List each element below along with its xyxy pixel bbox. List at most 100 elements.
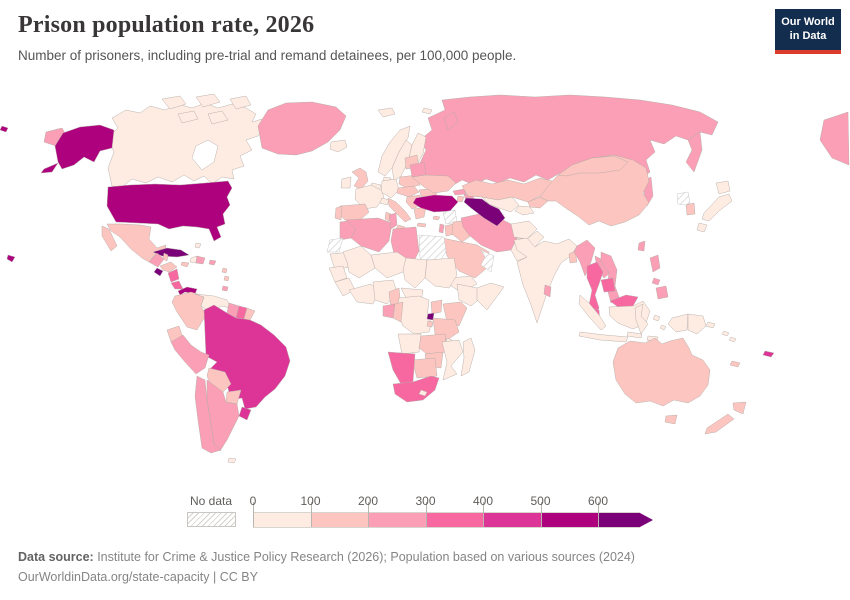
- country-canada-arctic-5[interactable]: [207, 110, 229, 125]
- country-falklands[interactable]: [227, 457, 237, 464]
- country-iceland[interactable]: [329, 139, 348, 153]
- country-russia-kamchatka[interactable]: [685, 131, 703, 173]
- country-japan-hokkaido[interactable]: [715, 180, 731, 195]
- country-svalbard-2[interactable]: [421, 107, 433, 115]
- country-australia-tasmania[interactable]: [664, 414, 678, 425]
- country-canada-arctic-4[interactable]: [177, 110, 199, 124]
- country-mongolia[interactable]: [557, 155, 629, 177]
- legend-bin-400-500[interactable]: [483, 512, 541, 528]
- country-usa[interactable]: [106, 180, 233, 242]
- no-data-swatch[interactable]: [187, 512, 236, 527]
- country-indonesia-moluccas-2[interactable]: [659, 324, 667, 331]
- country-lesser-antilles-2[interactable]: [223, 275, 230, 282]
- country-north-korea[interactable]: [676, 191, 691, 206]
- country-botswana[interactable]: [411, 357, 438, 379]
- country-sri-lanka[interactable]: [543, 284, 552, 298]
- country-ireland[interactable]: [340, 176, 352, 189]
- country-south-korea[interactable]: [685, 202, 696, 216]
- country-ukraine[interactable]: [411, 174, 457, 194]
- country-puerto-rico[interactable]: [208, 259, 217, 266]
- country-namibia[interactable]: [387, 351, 416, 385]
- country-drc[interactable]: [396, 295, 433, 335]
- country-south-africa[interactable]: [392, 375, 440, 403]
- country-portugal[interactable]: [334, 205, 343, 221]
- country-western-sahara[interactable]: [326, 237, 344, 253]
- country-japan-kyushu[interactable]: [696, 222, 708, 233]
- country-usa-aleutian-dot[interactable]: [0, 125, 9, 133]
- country-russia-novaya-zemlya[interactable]: [443, 111, 459, 131]
- country-senegal[interactable]: [328, 265, 348, 283]
- owid-logo[interactable]: Our World in Data: [775, 9, 841, 54]
- legend-bin-500-600[interactable]: [540, 512, 598, 528]
- country-honduras[interactable]: [159, 261, 178, 273]
- country-indonesia-moluccas-1[interactable]: [652, 314, 661, 322]
- country-mozambique[interactable]: [441, 339, 464, 381]
- country-congo[interactable]: [392, 301, 404, 323]
- country-greenland[interactable]: [257, 101, 347, 156]
- country-india[interactable]: [513, 237, 578, 324]
- country-mali[interactable]: [342, 245, 376, 279]
- country-russia-east-wrap[interactable]: [819, 111, 850, 166]
- country-bahamas[interactable]: [194, 242, 202, 249]
- country-lesser-antilles-1[interactable]: [221, 267, 228, 274]
- country-thailand[interactable]: [586, 261, 604, 319]
- country-cuba[interactable]: [152, 247, 190, 258]
- country-indonesia-lesser-sunda-1[interactable]: [626, 331, 643, 339]
- country-malaysia-east[interactable]: [609, 294, 639, 308]
- country-usa-hawaii[interactable]: [6, 254, 16, 263]
- country-turkmenistan[interactable]: [463, 197, 506, 227]
- country-solomon-islands-2[interactable]: [728, 336, 737, 343]
- country-uk[interactable]: [351, 167, 369, 190]
- country-uzbekistan[interactable]: [481, 196, 520, 213]
- country-indonesia-sumatra[interactable]: [578, 294, 607, 331]
- country-nicaragua[interactable]: [167, 268, 180, 283]
- country-mexico-baja[interactable]: [101, 225, 118, 252]
- country-chile[interactable]: [194, 375, 222, 454]
- country-belize[interactable]: [162, 252, 169, 262]
- country-angola[interactable]: [397, 333, 422, 355]
- legend-bin-0-100[interactable]: [253, 512, 311, 528]
- country-russia[interactable]: [419, 94, 719, 187]
- country-madagascar[interactable]: [460, 337, 476, 377]
- citation-link[interactable]: OurWorldinData.org/state-capacity | CC B…: [18, 570, 258, 585]
- country-dominican-republic[interactable]: [195, 255, 206, 265]
- country-niger[interactable]: [370, 251, 407, 279]
- country-georgia[interactable]: [452, 188, 467, 196]
- country-greece-crete[interactable]: [416, 222, 427, 228]
- country-australia[interactable]: [612, 337, 711, 407]
- country-algeria[interactable]: [345, 217, 393, 253]
- country-tajikistan[interactable]: [514, 205, 535, 216]
- country-jamaica[interactable]: [180, 261, 190, 268]
- legend-bin-100-200[interactable]: [310, 512, 368, 528]
- country-taiwan[interactable]: [637, 240, 646, 252]
- country-philippines-visayas[interactable]: [651, 277, 661, 286]
- country-israel[interactable]: [438, 223, 445, 234]
- country-colombia[interactable]: [171, 291, 207, 331]
- country-italy[interactable]: [387, 197, 412, 223]
- country-peru[interactable]: [170, 334, 210, 375]
- country-somalia[interactable]: [476, 282, 505, 311]
- country-cyprus[interactable]: [432, 215, 441, 221]
- country-kyrgyzstan[interactable]: [527, 196, 549, 209]
- country-lesotho[interactable]: [418, 389, 428, 397]
- country-uganda[interactable]: [430, 299, 443, 315]
- country-switzerland[interactable]: [379, 197, 390, 206]
- country-papua-new-guinea[interactable]: [687, 313, 707, 335]
- country-spain[interactable]: [337, 203, 370, 222]
- country-usa-aleutians[interactable]: [40, 162, 59, 174]
- country-solomon-islands-1[interactable]: [721, 330, 730, 337]
- country-central-europe[interactable]: [396, 185, 420, 198]
- legend-bin-300-400[interactable]: [425, 512, 483, 528]
- country-philippines-mindanao[interactable]: [655, 285, 669, 300]
- country-trinidad[interactable]: [221, 285, 229, 292]
- country-oman[interactable]: [480, 249, 495, 273]
- country-canada-arctic-2[interactable]: [195, 93, 221, 108]
- country-chad[interactable]: [402, 257, 428, 289]
- country-japan-honshu[interactable]: [701, 193, 733, 222]
- country-canada-arctic-1[interactable]: [161, 95, 187, 110]
- country-ethiopia[interactable]: [456, 283, 484, 307]
- country-sudan[interactable]: [424, 257, 458, 289]
- legend-bin-600+[interactable]: [598, 512, 640, 528]
- country-el-salvador[interactable]: [153, 267, 164, 277]
- country-philippines-luzon[interactable]: [649, 254, 661, 273]
